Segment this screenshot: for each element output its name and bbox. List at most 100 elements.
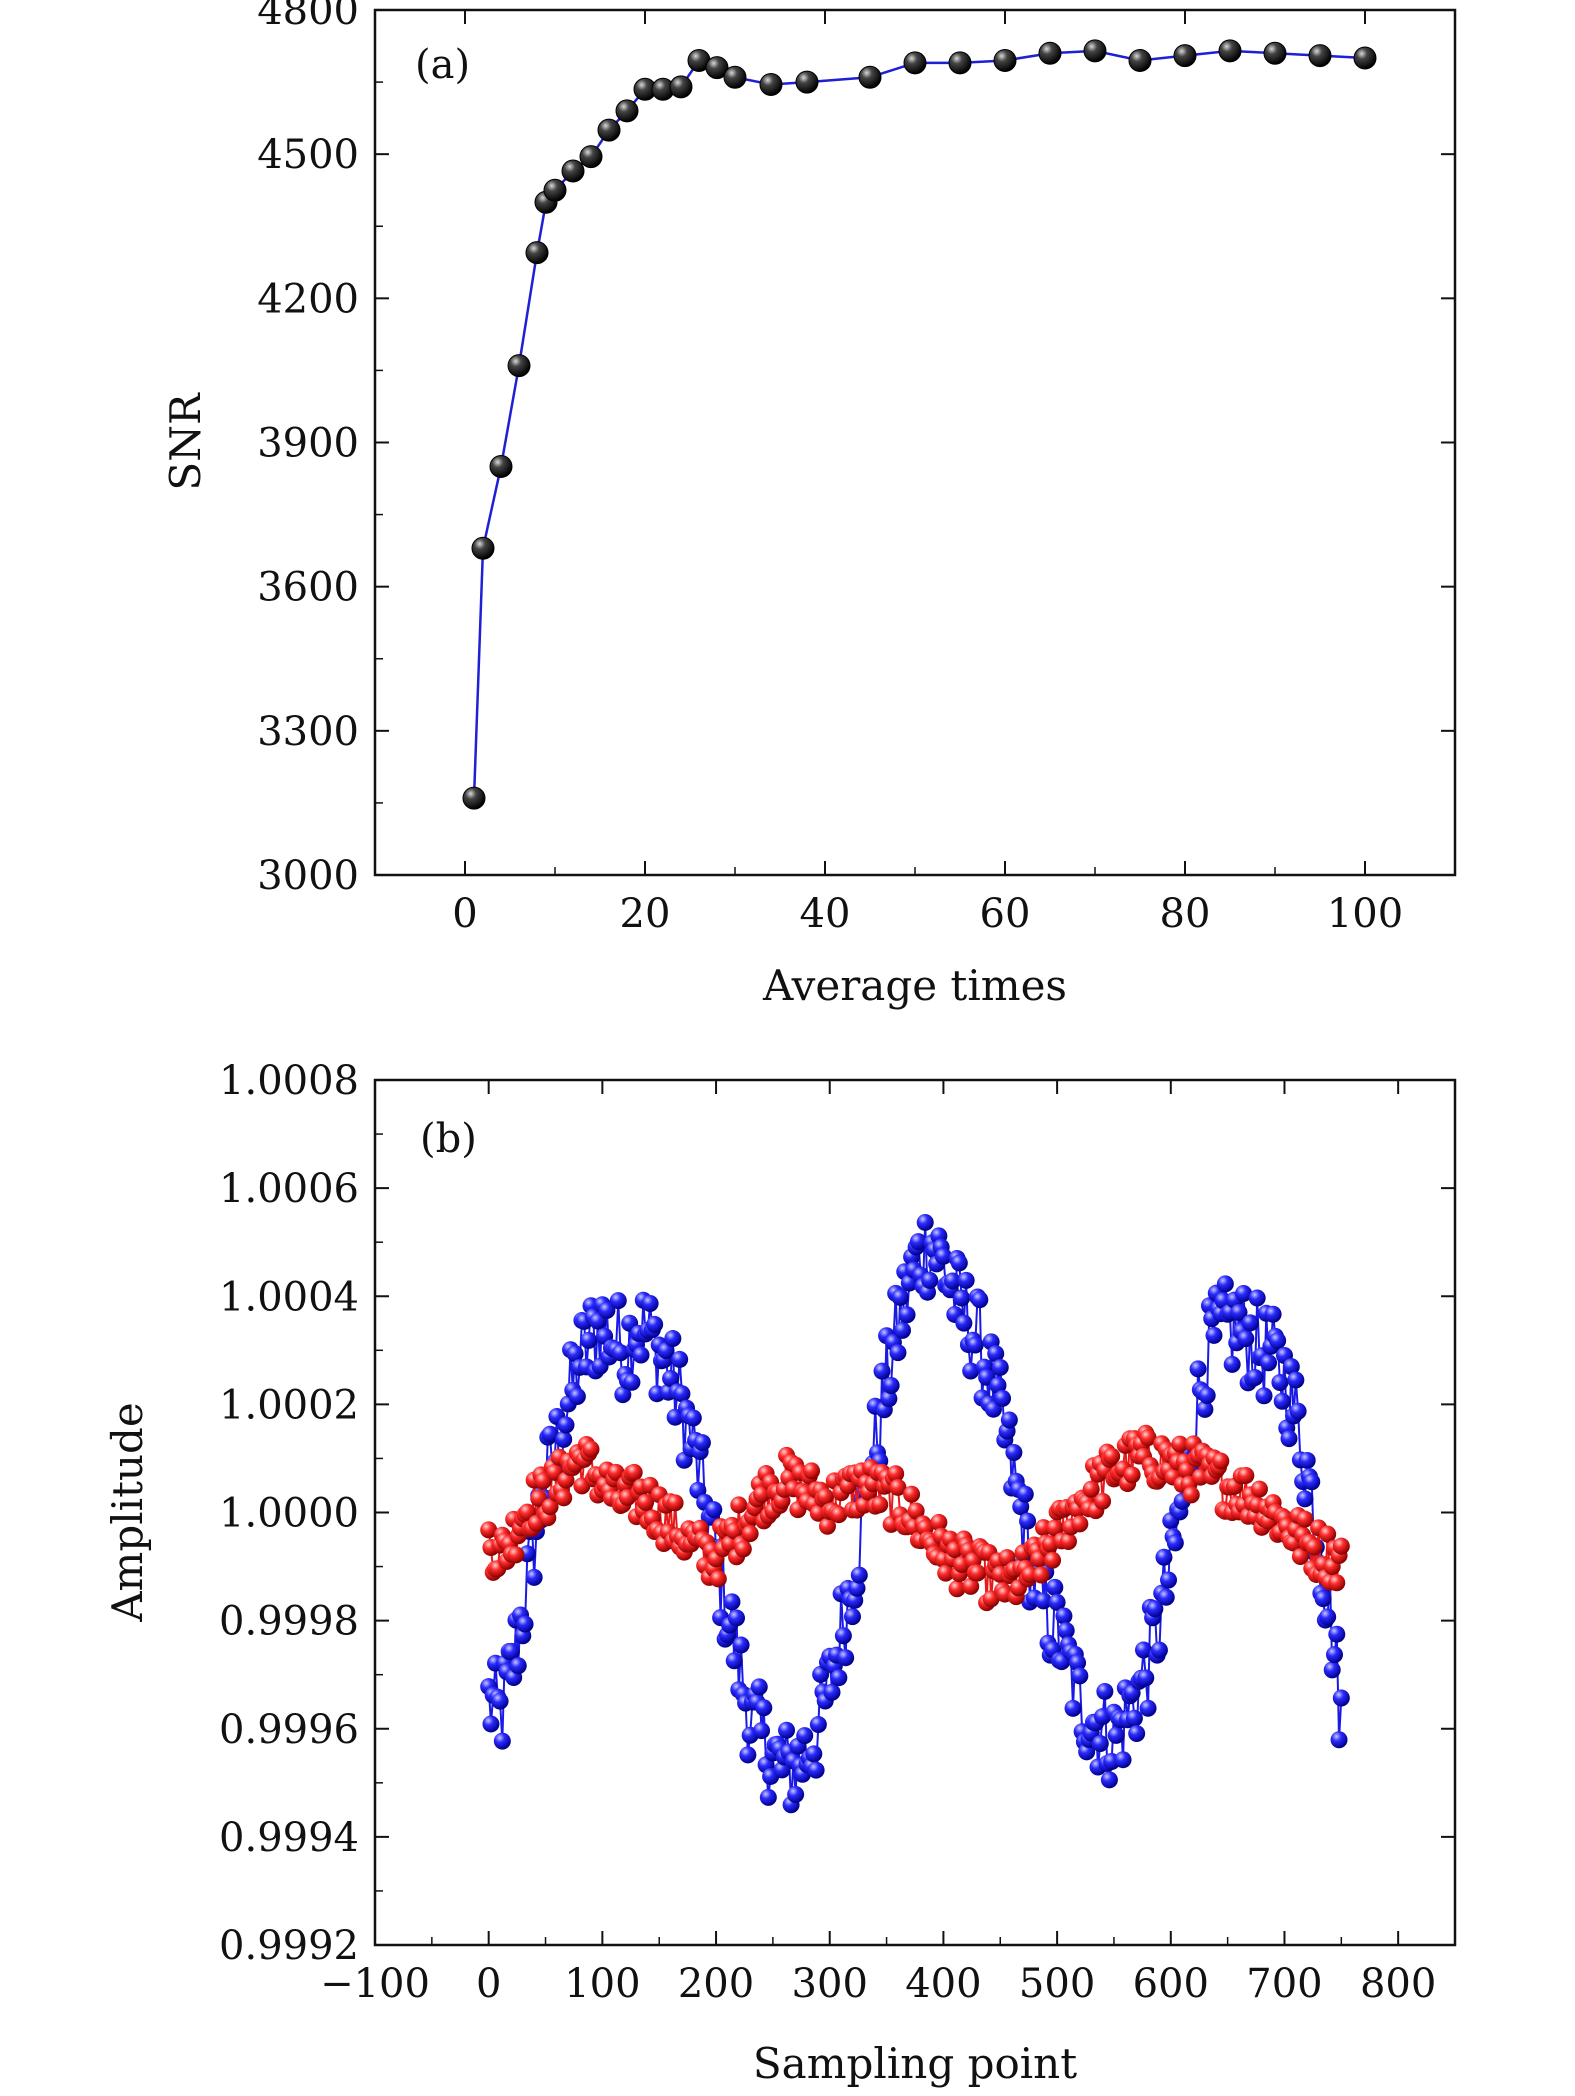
- blue-series-point: [1155, 1548, 1173, 1566]
- x-tick-label: 60: [980, 891, 1031, 937]
- snr-data-point: [489, 455, 513, 479]
- blue-series-point: [555, 1430, 573, 1448]
- blue-series-point: [1287, 1371, 1305, 1389]
- y-tick-label: 3900: [257, 421, 359, 467]
- panel-b-y-axis-label: Amplitude: [103, 1402, 152, 1623]
- red-series-point: [1332, 1537, 1350, 1555]
- blue-series-point: [1196, 1400, 1214, 1418]
- red-series-point: [582, 1440, 600, 1458]
- snr-data-point: [507, 354, 531, 378]
- snr-data-point: [1218, 39, 1242, 63]
- blue-series-point: [753, 1722, 771, 1740]
- red-series-point: [1250, 1480, 1268, 1498]
- red-series-point: [930, 1513, 948, 1531]
- blue-series-point: [1280, 1430, 1298, 1448]
- blue-series-point: [971, 1291, 989, 1309]
- red-series-point: [753, 1485, 771, 1503]
- blue-series-point: [944, 1272, 962, 1290]
- blue-series-point: [898, 1306, 916, 1324]
- blue-series-point: [1198, 1387, 1216, 1405]
- red-series-point: [1171, 1435, 1189, 1453]
- blue-series-point: [1282, 1358, 1300, 1376]
- blue-series-point: [1289, 1402, 1307, 1420]
- y-tick-label: 4500: [257, 132, 359, 178]
- blue-series-point: [1325, 1646, 1343, 1664]
- blue-series-point: [921, 1271, 939, 1289]
- red-series-point: [907, 1502, 925, 1520]
- red-series-point: [1059, 1532, 1077, 1550]
- blue-series-point: [1146, 1600, 1164, 1618]
- blue-series-point: [1298, 1451, 1316, 1469]
- y-tick-label: 1.0004: [219, 1274, 359, 1320]
- blue-series-point: [1034, 1592, 1052, 1610]
- snr-data-point: [858, 65, 882, 89]
- blue-series-point: [957, 1271, 975, 1289]
- y-tick-label: 1.0000: [219, 1491, 359, 1537]
- x-tick-label: 20: [620, 891, 671, 937]
- blue-series-point: [705, 1501, 723, 1519]
- red-series-point: [830, 1506, 848, 1524]
- blue-series-point: [796, 1727, 814, 1745]
- y-tick-label: 4200: [257, 276, 359, 322]
- panel-a-frame: [373, 8, 1457, 877]
- x-tick-label: 500: [1019, 1961, 1095, 2007]
- blue-series-point: [1157, 1588, 1175, 1606]
- y-tick-label: 4800: [257, 0, 359, 34]
- blue-series-point: [1273, 1392, 1291, 1410]
- blue-series-point: [837, 1649, 855, 1667]
- red-series-point: [1139, 1429, 1157, 1447]
- snr-data-point: [903, 51, 927, 75]
- panel-a-label: (a): [415, 42, 470, 88]
- blue-series-point: [525, 1568, 543, 1586]
- y-tick-label: 1.0002: [219, 1382, 359, 1428]
- red-series-point: [709, 1570, 727, 1588]
- panel-a: 0 20 40 60 80 100 3000 3300 3600 3900 4200 4500 4800…: [161, 0, 1457, 1010]
- blue-series-point: [830, 1669, 848, 1687]
- blue-series-point: [1248, 1289, 1266, 1307]
- blue-series-point: [666, 1408, 684, 1426]
- snr-data-point: [669, 75, 693, 99]
- blue-series-point: [1189, 1360, 1207, 1378]
- blue-series-point: [1330, 1731, 1348, 1749]
- y-tick-label: 3000: [257, 853, 359, 899]
- snr-data-point: [759, 72, 783, 96]
- x-tick-label: 80: [1160, 891, 1211, 937]
- blue-series-point: [1296, 1490, 1314, 1508]
- red-series-point: [903, 1485, 921, 1503]
- blue-series-point: [502, 1642, 520, 1660]
- red-series-point: [937, 1564, 955, 1582]
- blue-series-point: [1328, 1625, 1346, 1643]
- blue-series-point: [725, 1652, 743, 1670]
- red-series-point: [1237, 1466, 1255, 1484]
- blue-series-point: [1071, 1667, 1089, 1685]
- blue-series-point: [1055, 1607, 1073, 1625]
- panel-b-x-axis-label: Sampling point: [753, 2039, 1077, 2088]
- blue-series-point: [966, 1336, 984, 1354]
- blue-series-point: [989, 1376, 1007, 1394]
- blue-series-point: [598, 1301, 616, 1319]
- blue-series-point: [987, 1345, 1005, 1363]
- blue-series-point: [566, 1345, 584, 1363]
- blue-series-point: [809, 1716, 827, 1734]
- blue-series-point: [1114, 1751, 1132, 1769]
- blue-series-point: [632, 1346, 650, 1364]
- x-tick-label: 100: [1327, 891, 1403, 937]
- red-series-point: [887, 1465, 905, 1483]
- y-tick-label: 0.9992: [219, 1923, 359, 1969]
- snr-data-point: [543, 178, 567, 202]
- blue-series-point: [1016, 1485, 1034, 1503]
- red-series-point: [816, 1488, 834, 1506]
- blue-series-point: [778, 1721, 796, 1739]
- red-series-point: [541, 1498, 559, 1516]
- red-series-point: [948, 1580, 966, 1598]
- blue-series-point: [1069, 1654, 1087, 1672]
- blue-series-point: [1230, 1303, 1248, 1321]
- blue-series-point: [1319, 1608, 1337, 1626]
- blue-series-point: [1166, 1534, 1184, 1552]
- snr-data-point: [993, 48, 1017, 72]
- blue-series-point: [1269, 1332, 1287, 1350]
- blue-series-point: [1128, 1725, 1146, 1743]
- blue-series-point: [1019, 1512, 1037, 1530]
- x-tick-label: 0: [476, 1961, 501, 2007]
- panel-b-label: (b): [420, 1116, 477, 1162]
